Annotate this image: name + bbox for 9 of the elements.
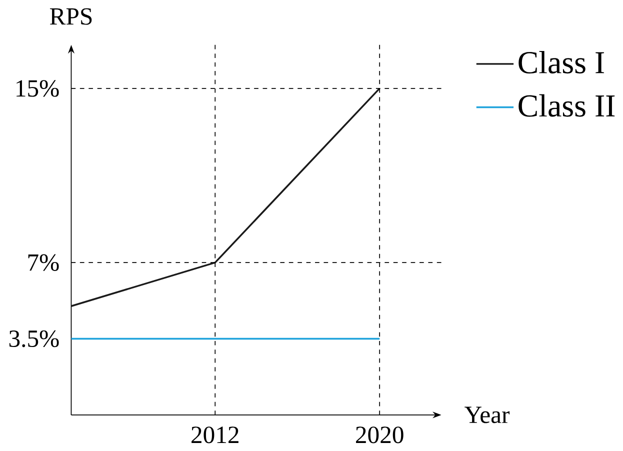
x-tick-label: 2020: [356, 426, 404, 444]
x-axis-title: Year: [464, 406, 510, 423]
legend-label: Class I: [518, 50, 604, 74]
legend-label: Class II: [518, 94, 615, 117]
y-axis-title: RPS: [50, 8, 92, 25]
x-tick-label: 2012: [192, 426, 238, 444]
y-tick-label: 7%: [28, 254, 59, 271]
y-tick-label: 15%: [16, 80, 59, 97]
y-tick-label: 3.5%: [9, 330, 59, 347]
